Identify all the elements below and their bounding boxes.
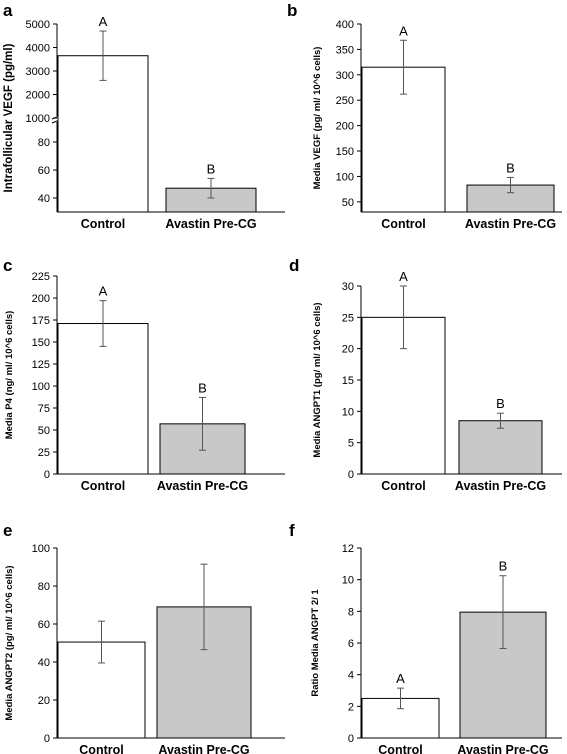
panel-letter: a	[3, 1, 13, 20]
y-tick-label: 200	[32, 293, 50, 305]
significance-letter: A	[99, 14, 108, 29]
significance-letter: A	[396, 671, 405, 686]
x-category-label: Avastin Pre-CG	[457, 743, 548, 754]
y-tick-label: 25	[342, 312, 354, 324]
y-tick-label: 5	[348, 438, 354, 450]
y-tick-label: 0	[348, 469, 354, 481]
y-tick-label: 30	[342, 281, 354, 293]
x-category-label: Avastin Pre-CG	[157, 479, 248, 493]
x-category-label: Avastin Pre-CG	[465, 217, 556, 231]
x-category-label: Avastin Pre-CG	[165, 217, 256, 231]
y-tick-label: 80	[38, 137, 50, 149]
significance-letter: B	[496, 396, 505, 411]
y-tick-label: 20	[38, 695, 50, 707]
panel-b: b 50 100 150 200 250 300 350 400 Control A Avastin …	[287, 1, 562, 231]
significance-letter: B	[506, 160, 515, 175]
panel-letter: c	[3, 256, 12, 275]
x-category-label: Control	[378, 743, 422, 754]
y-tick-label: 150	[32, 337, 50, 349]
y-tick-label: 1000	[26, 113, 50, 125]
y-tick-label: 40	[38, 193, 50, 205]
y-tick-label: 400	[336, 19, 354, 31]
panel-f: f 0 2 4 6 8 10 12 Control A Avastin Pre-CG B Ratio M…	[289, 521, 562, 754]
significance-letter: A	[399, 23, 408, 38]
y-tick-label: 40	[38, 657, 50, 669]
y-tick-label: 6	[348, 638, 354, 650]
y-tick-label: 5000	[26, 19, 50, 31]
y-axis-title: Media ANGPT1 (pg/ ml/ 10^6 cells)	[312, 302, 323, 457]
bar-avastin	[458, 420, 543, 475]
panel-c: c 0 25 50 75 100 125 150 175 200 225 Control A Avasti…	[3, 256, 285, 493]
x-category-label: Control	[81, 217, 125, 231]
bar-control	[57, 55, 149, 213]
y-axis-title: Media P4 (ng/ ml/ 10^6 cells)	[4, 311, 15, 440]
y-tick-label: 0	[44, 469, 50, 481]
x-category-label: Control	[79, 743, 123, 754]
y-tick-label: 125	[32, 359, 50, 371]
y-tick-label: 50	[342, 197, 354, 209]
y-tick-label: 350	[336, 44, 354, 56]
y-tick-label: 150	[336, 146, 354, 158]
y-axis-title: Media ANGPT2 (pg/ ml/ 10^6 cells)	[4, 565, 15, 720]
y-tick-label: 60	[38, 165, 50, 177]
significance-letter: A	[399, 269, 408, 284]
significance-letter: B	[198, 380, 207, 395]
significance-letter: B	[499, 559, 508, 574]
panel-letter: e	[3, 521, 12, 540]
significance-letter: B	[207, 161, 216, 176]
y-tick-label: 300	[336, 70, 354, 82]
significance-letter: A	[99, 284, 108, 299]
y-tick-label: 50	[38, 425, 50, 437]
y-tick-label: 80	[38, 581, 50, 593]
y-tick-label: 12	[342, 543, 354, 555]
x-category-label: Control	[81, 479, 125, 493]
x-category-label: Control	[381, 217, 425, 231]
y-tick-label: 0	[44, 733, 50, 745]
y-tick-label: 175	[32, 315, 50, 327]
y-tick-label: 60	[38, 619, 50, 631]
y-axis-title: Media VEGF (pg/ ml/ 10^6 cells)	[312, 47, 323, 190]
panel-a: a 40 60 80 1000 2000 3000 4000 5000 Control A Avast…	[3, 1, 285, 231]
x-category-label: Avastin Pre-CG	[158, 743, 249, 754]
y-tick-label: 250	[336, 95, 354, 107]
y-axis-title: Intrafollicular VEGF (pg/ml)	[3, 43, 15, 192]
x-category-label: Control	[381, 479, 425, 493]
panel-letter: f	[289, 521, 295, 540]
bar-control	[57, 323, 149, 475]
y-tick-label: 25	[38, 447, 50, 459]
x-category-label: Avastin Pre-CG	[455, 479, 546, 493]
y-tick-label: 15	[342, 375, 354, 387]
y-tick-label: 2000	[26, 90, 50, 102]
y-tick-label: 100	[32, 543, 50, 555]
y-tick-label: 4	[348, 670, 354, 682]
y-tick-label: 100	[32, 381, 50, 393]
y-tick-label: 225	[32, 271, 50, 283]
y-tick-label: 3000	[26, 66, 50, 78]
y-tick-label: 100	[336, 171, 354, 183]
panel-letter: d	[289, 256, 299, 275]
y-tick-label: 10	[342, 406, 354, 418]
y-tick-label: 8	[348, 606, 354, 618]
y-tick-label: 2	[348, 701, 354, 713]
y-axis-title: Ratio Media ANGPT 2/ 1	[310, 589, 321, 697]
y-tick-label: 75	[38, 403, 50, 415]
panel-letter: b	[287, 1, 297, 20]
panel-e: e 0 20 40 60 80 100 Control Avastin Pre-CG Media …	[3, 521, 285, 754]
y-tick-label: 200	[336, 121, 354, 133]
panel-d: d 0 5 10 15 20 25 30 Control A Avastin Pre-CG B Medi…	[289, 256, 562, 493]
y-tick-label: 20	[342, 344, 354, 356]
y-tick-label: 0	[348, 733, 354, 745]
y-tick-label: 4000	[26, 43, 50, 55]
y-tick-label: 10	[342, 575, 354, 587]
